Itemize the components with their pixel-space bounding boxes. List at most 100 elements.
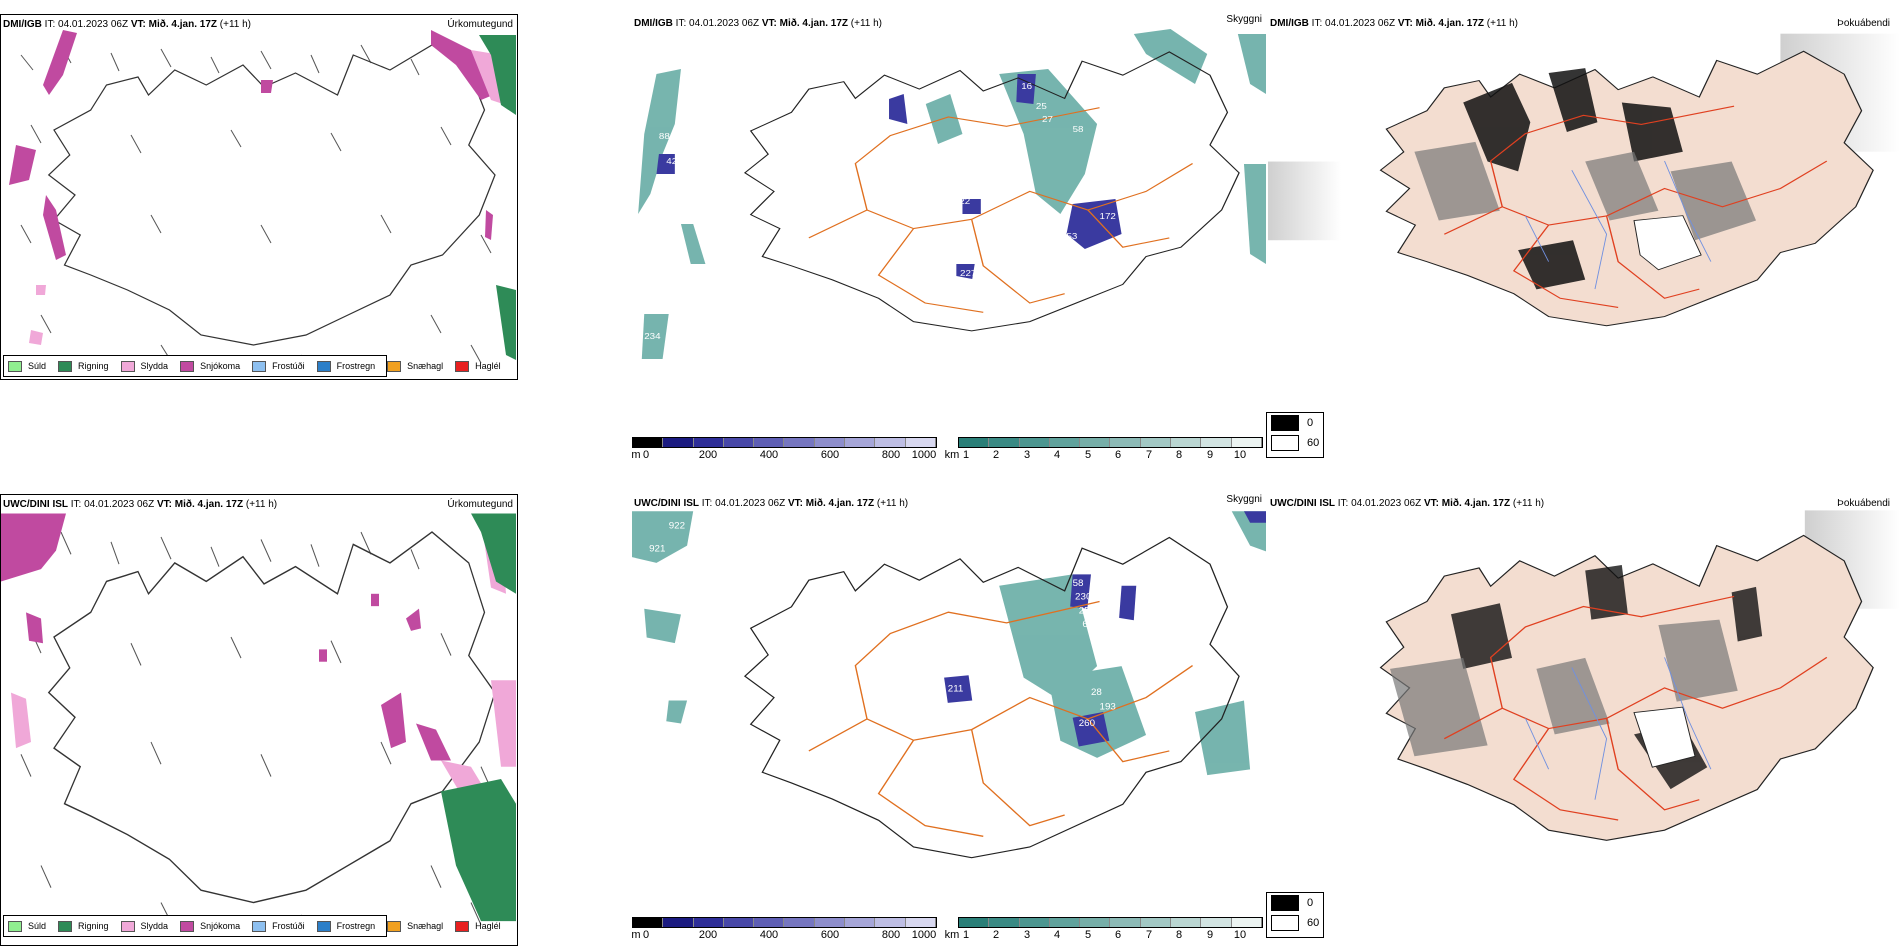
cloud-base-colorbar: m 0 200 400 600 800 1000: [631, 437, 937, 462]
visibility-colorbar: km 1 2 3 4 5 6 7 8 9 10: [945, 437, 1263, 462]
map-label: 921: [649, 544, 665, 555]
visibility-teal-areas: [632, 511, 1266, 776]
legend-item-snow: Snjókoma: [180, 920, 240, 932]
colorbar-tick: 400: [759, 929, 779, 941]
legend-swatch: [8, 920, 22, 932]
legend-swatch: [1271, 415, 1299, 431]
fog-legend-row: 60: [1267, 433, 1323, 453]
panel-title: Þokuábendi: [1837, 18, 1890, 29]
map-label: 28: [1091, 687, 1102, 698]
colorbar-tick: 9: [1206, 449, 1214, 461]
legend-swatch: [120, 360, 135, 372]
colorbar-tick: 4: [1053, 929, 1061, 941]
colorbar-swatches: [958, 917, 1263, 928]
colorbar-tick: 1000: [911, 449, 937, 461]
panel-visibility-uwc: UWC/DINI ISL IT: 04.01.2023 06Z VT: Mið.…: [632, 494, 1266, 914]
colorbar-tick: 10: [1233, 929, 1247, 941]
map-label: 230: [1075, 592, 1091, 603]
map-label: 193: [1100, 702, 1116, 713]
legend-item-sleet: Slydda: [120, 360, 168, 372]
colorbar-tick: 600: [820, 449, 840, 461]
map-label: 58: [1073, 125, 1084, 134]
colorbar-tick: 400: [759, 449, 779, 461]
map-label: 25: [1036, 102, 1047, 111]
map-label: 253: [1079, 606, 1095, 617]
legend-item-drizzle: Súld: [8, 920, 46, 932]
legend-swatch: [1271, 435, 1299, 451]
colorbar-tick: 6: [1114, 929, 1122, 941]
map-label: 222: [954, 197, 970, 206]
colorbar-ticks: m 0 200 400 600 800 1000: [631, 448, 937, 462]
visibility-lowcloud-areas: [944, 511, 1266, 747]
panel-header: UWC/DINI ISL IT: 04.01.2023 06Z VT: Mið.…: [1270, 498, 1545, 509]
fog-legend-row: 0: [1267, 893, 1323, 913]
precip-map: [1, 513, 516, 936]
panel-title: Úrkomutegund: [447, 19, 513, 30]
legend-swatch: [1271, 895, 1299, 911]
legend-item-hail: Haglél: [455, 920, 501, 932]
legend-swatch: [8, 360, 22, 372]
panel-title: Úrkomutegund: [447, 499, 513, 510]
precip-legend: Súld Rigning Slydda Snjókoma Frostúði Fr…: [3, 915, 501, 937]
cloud-base-colorbar: m 0 200 400 600 800 1000: [631, 917, 937, 942]
precip-map: [9, 30, 516, 372]
legend-item-sleet: Slydda: [120, 920, 168, 932]
colorbar-tick: 5: [1084, 929, 1092, 941]
colorbar-tick: 8: [1175, 449, 1183, 461]
panel-header: DMI/IGB IT: 04.01.2023 06Z VT: Mið. 4.ja…: [3, 19, 252, 30]
panel-title: Skyggni: [1226, 494, 1262, 505]
colorbar-tick: 1: [962, 929, 970, 941]
fog-legend-row: 60: [1267, 913, 1323, 933]
fog-moderate-areas: [1390, 619, 1738, 757]
legend-item-freezing-rain: Frostregn: [316, 360, 375, 372]
colorbar-tick: 9: [1206, 929, 1214, 941]
colorbar-tick: 2: [992, 449, 1000, 461]
map-label: 260: [1079, 718, 1095, 729]
panel-precip-type-dmi: DMI/IGB IT: 04.01.2023 06Z VT: Mið. 4.ja…: [0, 14, 518, 380]
colorbar-tick: 1: [962, 449, 970, 461]
precip-snow-areas: [9, 30, 493, 260]
fog-map: [1268, 33, 1900, 327]
legend-swatch: [58, 360, 73, 372]
precip-sleet-areas: [11, 519, 516, 934]
fog-legend: 0 60: [1266, 892, 1324, 938]
colorbar-tick: 200: [698, 929, 718, 941]
colorbar-unit: km: [944, 449, 960, 461]
fog-map: [1379, 510, 1900, 841]
map-label: 62: [1082, 619, 1093, 630]
colorbar-swatches: [632, 917, 937, 928]
legend-item-freezing-drizzle: Frostúði: [252, 360, 305, 372]
map-label: 234: [644, 332, 660, 341]
colorbar-tick: 2: [992, 929, 1000, 941]
colorbar-tick: 3: [1023, 449, 1031, 461]
map-label: 53: [1066, 232, 1077, 241]
legend-item-drizzle: Súld: [8, 360, 46, 372]
panel-header: UWC/DINI ISL IT: 04.01.2023 06Z VT: Mið.…: [634, 498, 909, 509]
visibility-teal-areas: [638, 29, 1266, 359]
colorbar-tick: 3: [1023, 929, 1031, 941]
legend-swatch: [455, 360, 470, 372]
colorbar-tick: 5: [1084, 449, 1092, 461]
panel-header: DMI/IGB IT: 04.01.2023 06Z VT: Mið. 4.ja…: [634, 18, 883, 29]
legend-item-hail: Haglél: [455, 360, 501, 372]
fog-moderate-areas: [1414, 141, 1757, 241]
map-label: 922: [669, 521, 685, 532]
legend-item-freezing-rain: Frostregn: [316, 920, 375, 932]
fog-legend: 0 60: [1266, 412, 1324, 458]
colorbar-ticks: km 1 2 3 4 5 6 7 8 9 10: [945, 448, 1263, 462]
legend-swatch: [180, 920, 195, 932]
legend-swatch: [387, 920, 402, 932]
colorbar-tick: 800: [881, 449, 901, 461]
colorbar-tick: 1000: [911, 929, 937, 941]
panel-fog-index-dmi: DMI/IGB IT: 04.01.2023 06Z VT: Mið. 4.ja…: [1268, 14, 1900, 414]
legend-swatch: [1271, 915, 1299, 931]
map-label: 88: [659, 132, 670, 141]
legend-swatch: [252, 920, 267, 932]
visibility-map: 922 921 58 230 253 62 211 28 193 260: [632, 511, 1266, 859]
colorbar-tick: 7: [1145, 449, 1153, 461]
colorbar-ticks: km 1 2 3 4 5 6 7 8 9 10: [945, 928, 1263, 942]
visibility-lowcloud-areas: [656, 74, 1122, 279]
visibility-colorbar: km 1 2 3 4 5 6 7 8 9 10: [945, 917, 1263, 942]
panel-title: Skyggni: [1226, 14, 1262, 25]
colorbar-tick: 8: [1175, 929, 1183, 941]
